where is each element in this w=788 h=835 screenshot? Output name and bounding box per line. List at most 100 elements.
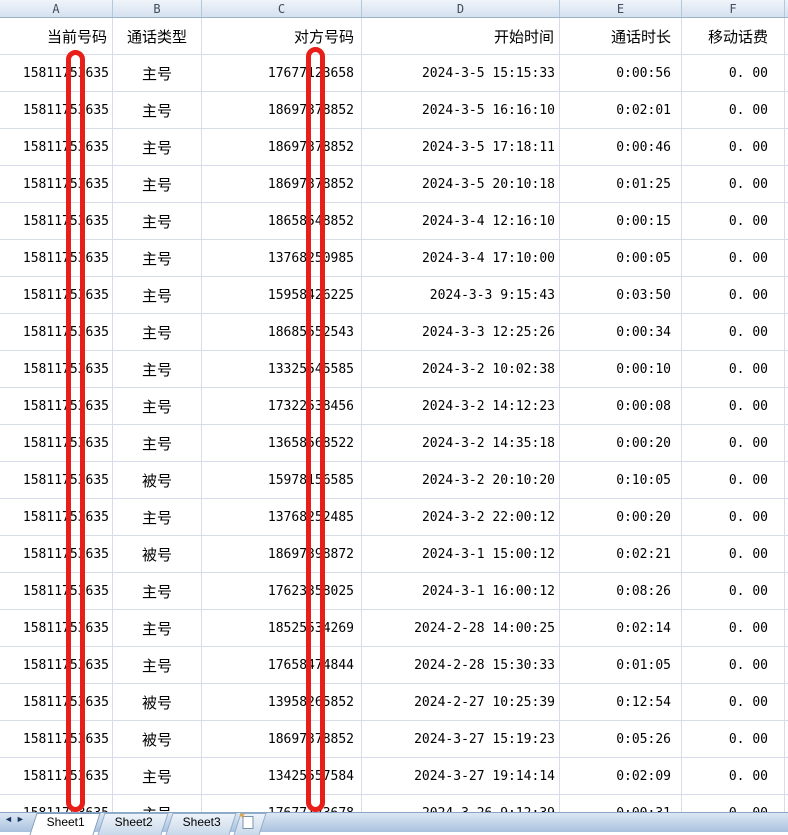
cell-D8[interactable]: 2024-3-3 9:15:43 [362, 277, 560, 313]
cell-A18[interactable]: 15811753635 [0, 647, 113, 683]
cell-B3[interactable]: 主号 [113, 92, 202, 128]
sheet-tab-sheet1[interactable]: Sheet1 [29, 813, 101, 835]
cell-E6[interactable]: 0:00:15 [560, 203, 682, 239]
cell-B8[interactable]: 主号 [113, 277, 202, 313]
cell-C17[interactable]: 18525534269 [202, 610, 362, 646]
cell-D11[interactable]: 2024-3-2 14:12:23 [362, 388, 560, 424]
cell-D20[interactable]: 2024-3-27 15:19:23 [362, 721, 560, 757]
cell-E8[interactable]: 0:03:50 [560, 277, 682, 313]
cell-D15[interactable]: 2024-3-1 15:00:12 [362, 536, 560, 572]
cell-C8[interactable]: 15958426225 [202, 277, 362, 313]
cell-B14[interactable]: 主号 [113, 499, 202, 535]
cell-F15[interactable]: 0. 00 [682, 536, 785, 572]
column-header-A[interactable]: A [0, 0, 113, 17]
cell-C9[interactable]: 18685552543 [202, 314, 362, 350]
column-header-D[interactable]: D [362, 0, 560, 17]
cell-A3[interactable]: 15811753635 [0, 92, 113, 128]
cell-B18[interactable]: 主号 [113, 647, 202, 683]
cell-D21[interactable]: 2024-3-27 19:14:14 [362, 758, 560, 794]
cell-C4[interactable]: 18697378852 [202, 129, 362, 165]
cell-A17[interactable]: 15811753635 [0, 610, 113, 646]
cell-D17[interactable]: 2024-2-28 14:00:25 [362, 610, 560, 646]
cell-A9[interactable]: 15811753635 [0, 314, 113, 350]
sheet-tab-sheet3[interactable]: Sheet3 [165, 813, 237, 835]
cell-B4[interactable]: 主号 [113, 129, 202, 165]
cell-A2[interactable]: 15811753635 [0, 55, 113, 91]
cell-D2[interactable]: 2024-3-5 15:15:33 [362, 55, 560, 91]
column-header-F[interactable]: F [682, 0, 785, 17]
header-cell-D[interactable]: 开始时间 [362, 18, 560, 54]
cell-E17[interactable]: 0:02:14 [560, 610, 682, 646]
cell-F11[interactable]: 0. 00 [682, 388, 785, 424]
cell-F19[interactable]: 0. 00 [682, 684, 785, 720]
cell-C21[interactable]: 13425557584 [202, 758, 362, 794]
cell-A6[interactable]: 15811753635 [0, 203, 113, 239]
cell-A10[interactable]: 15811753635 [0, 351, 113, 387]
header-cell-F[interactable]: 移动话费 [682, 18, 785, 54]
cell-D5[interactable]: 2024-3-5 20:10:18 [362, 166, 560, 202]
cell-C12[interactable]: 13658568522 [202, 425, 362, 461]
cell-C3[interactable]: 18697378852 [202, 92, 362, 128]
cell-D14[interactable]: 2024-3-2 22:00:12 [362, 499, 560, 535]
cell-E18[interactable]: 0:01:05 [560, 647, 682, 683]
sheet-tab-sheet2[interactable]: Sheet2 [97, 813, 169, 835]
cell-F5[interactable]: 0. 00 [682, 166, 785, 202]
column-header-C[interactable]: C [202, 0, 362, 17]
cell-B16[interactable]: 主号 [113, 573, 202, 609]
header-cell-A[interactable]: 当前号码 [0, 18, 113, 54]
cell-F16[interactable]: 0. 00 [682, 573, 785, 609]
cell-A11[interactable]: 15811753635 [0, 388, 113, 424]
cell-E20[interactable]: 0:05:26 [560, 721, 682, 757]
cell-A15[interactable]: 15811753635 [0, 536, 113, 572]
cell-E12[interactable]: 0:00:20 [560, 425, 682, 461]
cell-B15[interactable]: 被号 [113, 536, 202, 572]
cell-A12[interactable]: 15811753635 [0, 425, 113, 461]
cell-D12[interactable]: 2024-3-2 14:35:18 [362, 425, 560, 461]
cell-E14[interactable]: 0:00:20 [560, 499, 682, 535]
column-header-E[interactable]: E [560, 0, 682, 17]
cell-C5[interactable]: 18697378852 [202, 166, 362, 202]
cell-C6[interactable]: 18658548852 [202, 203, 362, 239]
cell-A13[interactable]: 15811753635 [0, 462, 113, 498]
cell-C18[interactable]: 17658474844 [202, 647, 362, 683]
cell-F21[interactable]: 0. 00 [682, 758, 785, 794]
cell-C7[interactable]: 13768250985 [202, 240, 362, 276]
cell-C20[interactable]: 18697378852 [202, 721, 362, 757]
cell-C19[interactable]: 13958265852 [202, 684, 362, 720]
cell-C13[interactable]: 15978156585 [202, 462, 362, 498]
cell-C2[interactable]: 17677123658 [202, 55, 362, 91]
cell-E2[interactable]: 0:00:56 [560, 55, 682, 91]
cell-D13[interactable]: 2024-3-2 20:10:20 [362, 462, 560, 498]
cell-B17[interactable]: 主号 [113, 610, 202, 646]
cell-B2[interactable]: 主号 [113, 55, 202, 91]
cell-D19[interactable]: 2024-2-27 10:25:39 [362, 684, 560, 720]
cell-E3[interactable]: 0:02:01 [560, 92, 682, 128]
cell-F12[interactable]: 0. 00 [682, 425, 785, 461]
cell-A16[interactable]: 15811753635 [0, 573, 113, 609]
scroll-tabs-right-icon[interactable]: ► [15, 814, 25, 824]
cell-D16[interactable]: 2024-3-1 16:00:12 [362, 573, 560, 609]
cell-B20[interactable]: 被号 [113, 721, 202, 757]
cell-E16[interactable]: 0:08:26 [560, 573, 682, 609]
cell-D10[interactable]: 2024-3-2 10:02:38 [362, 351, 560, 387]
header-cell-E[interactable]: 通话时长 [560, 18, 682, 54]
cell-F20[interactable]: 0. 00 [682, 721, 785, 757]
cell-F4[interactable]: 0. 00 [682, 129, 785, 165]
cell-B21[interactable]: 主号 [113, 758, 202, 794]
cell-C10[interactable]: 13325545585 [202, 351, 362, 387]
cell-B12[interactable]: 主号 [113, 425, 202, 461]
cell-B11[interactable]: 主号 [113, 388, 202, 424]
cell-D9[interactable]: 2024-3-3 12:25:26 [362, 314, 560, 350]
cell-F13[interactable]: 0. 00 [682, 462, 785, 498]
cell-E5[interactable]: 0:01:25 [560, 166, 682, 202]
cell-A5[interactable]: 15811753635 [0, 166, 113, 202]
cell-C15[interactable]: 18697398872 [202, 536, 362, 572]
column-header-B[interactable]: B [113, 0, 202, 17]
cell-A21[interactable]: 15811753635 [0, 758, 113, 794]
cell-D6[interactable]: 2024-3-4 12:16:10 [362, 203, 560, 239]
cell-F18[interactable]: 0. 00 [682, 647, 785, 683]
cell-A8[interactable]: 15811753635 [0, 277, 113, 313]
cell-F14[interactable]: 0. 00 [682, 499, 785, 535]
cell-B6[interactable]: 主号 [113, 203, 202, 239]
cell-E15[interactable]: 0:02:21 [560, 536, 682, 572]
